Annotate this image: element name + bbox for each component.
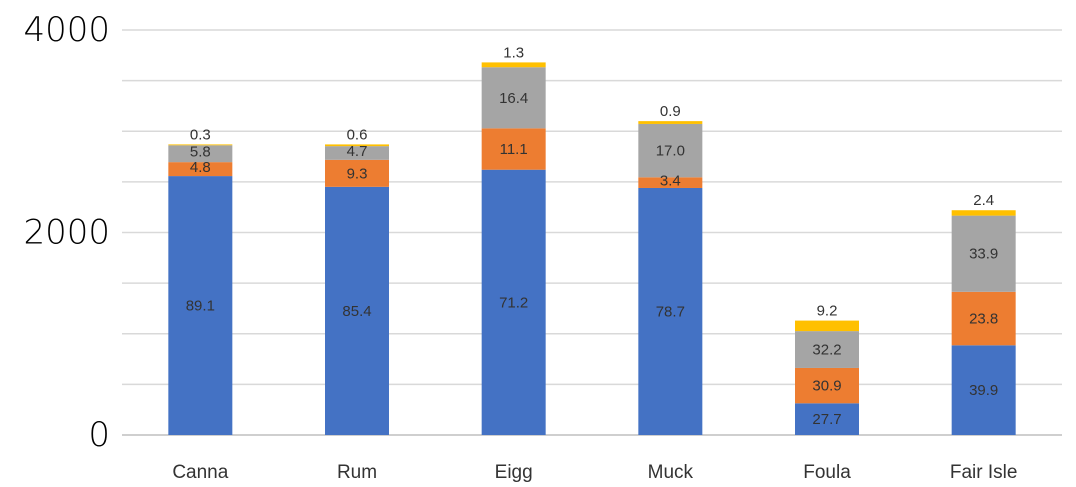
segment-data-label: 71.2 [499, 294, 528, 311]
bar-segment [325, 159, 389, 187]
bar-segment [638, 123, 703, 178]
segment-data-label: 9.3 [347, 165, 368, 182]
bar-segment [795, 403, 859, 435]
bar-segment [481, 169, 546, 435]
segment-data-label: 85.4 [342, 303, 371, 320]
bar-segment [638, 187, 703, 435]
x-tick-label: Muck [648, 462, 694, 483]
bar-segment [638, 177, 703, 188]
y-tick-label: 2000 [23, 213, 110, 253]
y-tick-label: 0 [88, 415, 110, 455]
bar-segment [481, 67, 546, 129]
y-axis-tick-labels: 0 2000 4000 [23, 10, 110, 455]
x-tick-label: Rum [337, 462, 377, 483]
y-tick-label: 4000 [23, 10, 110, 50]
segment-data-label: 3.4 [660, 173, 681, 190]
segment-data-label: 33.9 [969, 246, 998, 263]
bar-segment [951, 291, 1016, 346]
segment-data-label: 4.8 [190, 159, 211, 176]
bar-segment [795, 320, 859, 332]
bar-segment [795, 331, 859, 368]
segment-data-label: 0.6 [347, 126, 368, 143]
bar-segment [325, 146, 389, 160]
segment-data-label: 16.4 [499, 90, 528, 107]
segment-data-label: 27.7 [812, 411, 841, 428]
x-tick-label: Canna [172, 462, 228, 483]
bars [168, 62, 1016, 435]
bar-segment [795, 367, 859, 404]
segment-data-label: 11.1 [500, 141, 528, 158]
gridlines [122, 29, 1062, 436]
segment-data-label: 4.7 [347, 143, 368, 160]
segment-data-label: 0.9 [660, 103, 681, 120]
bar-segment [168, 144, 233, 146]
segment-data-labels: 89.1 4.85.80.3 85.4 9.3 4.70.6 71.2 11.1 16.4 1.… [186, 44, 999, 428]
bar-segment [168, 162, 233, 177]
segment-data-label: 2.4 [973, 192, 994, 209]
bar-segment [951, 210, 1016, 216]
x-tick-label: Fair Isle [950, 462, 1018, 483]
bar-segment [168, 176, 233, 435]
segment-data-label: 17.0 [656, 143, 685, 160]
x-tick-label: Eigg [495, 462, 533, 483]
segment-data-label: 30.9 [812, 378, 841, 395]
bar-segment [325, 186, 389, 435]
segment-data-label: 32.2 [812, 342, 841, 359]
bar-segment [168, 145, 233, 163]
bar-segment [481, 128, 546, 170]
segment-data-label: 23.8 [969, 311, 998, 328]
segment-data-label: 39.9 [969, 382, 998, 399]
bar-segment [325, 144, 389, 147]
segment-data-label: 5.8 [190, 144, 211, 161]
bar-segment [638, 121, 703, 124]
segment-data-label: 9.2 [817, 303, 838, 320]
x-axis-tick-labels: Canna Rum Eigg Muck Foula Fair Isle [172, 462, 1017, 483]
x-tick-label: Foula [803, 462, 851, 483]
segment-data-label: 89.1 [186, 298, 215, 315]
segment-data-label: 78.7 [656, 303, 685, 320]
segment-data-label: 1.3 [503, 44, 524, 61]
segment-data-label: 0.3 [190, 126, 211, 143]
bar-segment [481, 62, 546, 68]
bar-segment [951, 345, 1016, 435]
bar-segment [951, 215, 1016, 292]
